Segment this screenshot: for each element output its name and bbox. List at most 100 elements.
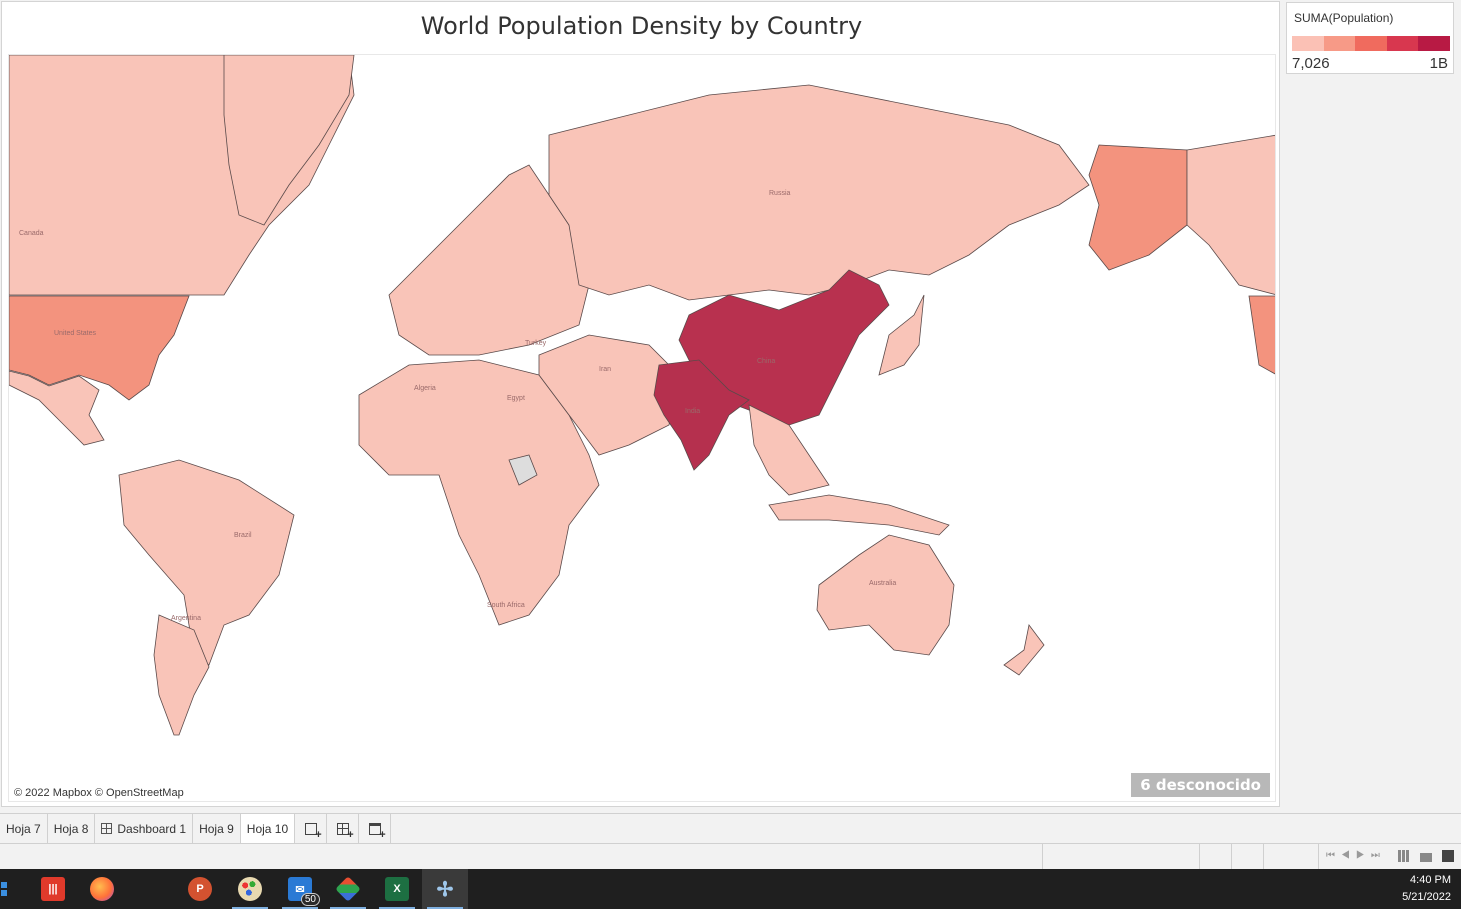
status-divider xyxy=(1318,844,1319,870)
new-dashboard-icon: + xyxy=(336,822,354,840)
taskbar-powerpoint[interactable]: P xyxy=(177,869,223,909)
windows-taskbar: ||| P ✉ 50 X ✢ 4:40 PM 5/21/2022 xyxy=(0,869,1461,909)
taskbar-tableau[interactable]: ✢ xyxy=(422,869,468,909)
filmstrip-view-icon[interactable] xyxy=(1420,850,1432,862)
taskbar-excel[interactable]: X xyxy=(374,869,420,909)
app-red-icon: ||| xyxy=(41,877,65,901)
taskbar-firefox[interactable] xyxy=(79,869,125,909)
label-turkey: Turkey xyxy=(525,340,547,347)
unknown-region[interactable] xyxy=(508,454,538,486)
map-view[interactable]: Canada United States Russia China India … xyxy=(8,54,1276,802)
new-dashboard-button[interactable]: + xyxy=(327,814,360,843)
worksheet-view: World Population Density by Country xyxy=(1,1,1280,807)
start-icon xyxy=(0,882,7,896)
us-west[interactable] xyxy=(1248,295,1276,375)
tab-hoja-9[interactable]: Hoja 9 xyxy=(193,814,241,843)
indonesia[interactable] xyxy=(768,494,950,536)
status-divider xyxy=(1042,844,1043,870)
firefox-icon xyxy=(90,877,114,901)
grid-view-icon[interactable] xyxy=(1398,850,1410,862)
label-egypt: Egypt xyxy=(507,395,525,402)
legend-ramp-step-4 xyxy=(1418,36,1450,51)
dashboard-icon xyxy=(101,823,113,834)
label-iran: Iran xyxy=(599,366,611,373)
worksheet-title: World Population Density by Country xyxy=(420,12,863,40)
legend-ramp-step-2 xyxy=(1355,36,1387,51)
country-india[interactable] xyxy=(653,359,750,471)
unknown-locations-badge[interactable]: 6 desconocido xyxy=(1131,773,1270,797)
taskbar-app-red[interactable]: ||| xyxy=(30,869,76,909)
tab-label: Hoja 7 xyxy=(6,821,41,836)
label-australia: Australia xyxy=(869,580,896,587)
country-brazil[interactable] xyxy=(118,459,295,666)
legend-ramp-step-1 xyxy=(1323,36,1356,51)
africa[interactable] xyxy=(358,359,600,626)
tab-hoja-10[interactable]: Hoja 10 xyxy=(240,814,296,843)
canada-east[interactable] xyxy=(1186,134,1276,295)
taskbar-paint[interactable] xyxy=(227,869,273,909)
color-legend[interactable]: SUMA(Population) 7,026 1B xyxy=(1286,2,1454,74)
new-worksheet-button[interactable]: + xyxy=(295,814,328,843)
powerpoint-icon: P xyxy=(188,877,212,901)
paint-icon xyxy=(238,877,262,901)
label-china: China xyxy=(757,358,775,365)
new-story-button[interactable]: + xyxy=(359,814,392,843)
system-clock[interactable]: 4:40 PM 5/21/2022 xyxy=(1402,872,1451,906)
label-brazil: Brazil xyxy=(234,532,252,539)
label-india: India xyxy=(685,408,700,415)
mail-icon: ✉ 50 xyxy=(288,877,320,906)
tab-label: Dashboard 1 xyxy=(117,821,187,836)
status-divider xyxy=(1231,844,1232,870)
country-argentina[interactable] xyxy=(153,614,210,736)
status-divider xyxy=(1199,844,1200,870)
tab-label: Hoja 8 xyxy=(53,821,89,836)
status-bar: ⏮◀▶⏭ xyxy=(0,843,1461,870)
sheet-navigation[interactable]: ⏮◀▶⏭ xyxy=(1326,850,1386,861)
sheet-tab-bar: Hoja 7 Hoja 8 Dashboard 1 Hoja 9 Hoja 10… xyxy=(0,813,1461,843)
country-australia[interactable] xyxy=(816,534,955,656)
country-new-zealand[interactable] xyxy=(1003,624,1045,676)
southeast-asia[interactable] xyxy=(748,404,830,496)
clock-date: 5/21/2022 xyxy=(1402,891,1451,903)
label-russia: Russia xyxy=(769,190,791,197)
tabs-view-icon[interactable] xyxy=(1442,850,1454,862)
tab-dashboard-1[interactable]: Dashboard 1 xyxy=(95,814,194,843)
middle-east[interactable] xyxy=(538,334,680,456)
taskbar-git[interactable] xyxy=(325,869,371,909)
tab-label: Hoja 10 xyxy=(246,821,289,836)
legend-ramp-step-0 xyxy=(1292,36,1324,51)
country-mexico[interactable] xyxy=(9,370,105,446)
country-usa[interactable] xyxy=(9,295,190,401)
tab-label: Hoja 9 xyxy=(199,821,234,836)
alaska[interactable] xyxy=(1088,144,1188,271)
new-story-icon: + xyxy=(368,822,386,840)
legend-ramp-step-3 xyxy=(1386,36,1419,51)
label-south-africa: South Africa xyxy=(487,602,525,609)
clock-time: 4:40 PM xyxy=(1410,874,1451,886)
legend-color-ramp xyxy=(1292,36,1450,51)
git-icon xyxy=(335,876,361,902)
country-japan[interactable] xyxy=(878,294,925,376)
taskbar-mail[interactable]: ✉ 50 xyxy=(277,869,323,909)
legend-min-label: 7,026 xyxy=(1292,55,1330,72)
mail-badge: 50 xyxy=(300,893,320,906)
tableau-icon: ✢ xyxy=(436,878,454,901)
label-argentina: Argentina xyxy=(171,615,201,622)
label-algeria: Algeria xyxy=(414,385,436,392)
label-canada: Canada xyxy=(19,230,44,237)
world-map[interactable]: Canada United States Russia China India … xyxy=(9,55,1276,802)
view-mode-buttons xyxy=(1398,850,1454,862)
status-divider xyxy=(1263,844,1264,870)
start-button[interactable] xyxy=(0,869,14,909)
legend-max-label: 1B xyxy=(1429,55,1448,72)
map-attribution[interactable]: © 2022 Mapbox © OpenStreetMap xyxy=(14,787,184,799)
label-us: United States xyxy=(54,330,97,337)
tab-hoja-8[interactable]: Hoja 8 xyxy=(48,814,96,843)
country-russia[interactable] xyxy=(548,84,1090,301)
tab-hoja-7[interactable]: Hoja 7 xyxy=(0,814,48,843)
new-worksheet-icon: + xyxy=(304,822,322,840)
legend-title: SUMA(Population) xyxy=(1294,11,1394,25)
greenland[interactable] xyxy=(223,55,355,226)
excel-icon: X xyxy=(385,877,409,901)
